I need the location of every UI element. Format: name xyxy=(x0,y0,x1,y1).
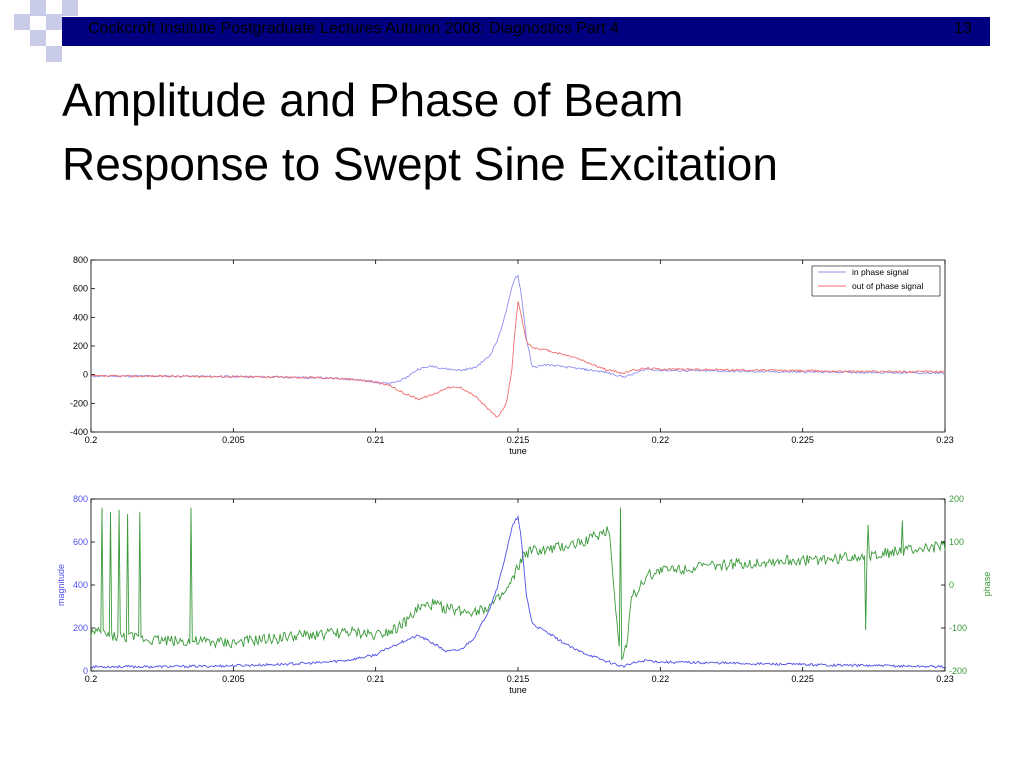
x-tick-label: 0.2 xyxy=(85,674,98,684)
y-tick-label: 400 xyxy=(73,312,88,322)
slide-title-line-1: Amplitude and Phase of Beam xyxy=(62,74,684,126)
y-tick-label: 200 xyxy=(73,623,88,633)
y-tick-label-right: 0 xyxy=(949,580,954,590)
logo-square xyxy=(46,14,62,30)
y-tick-label-right: -200 xyxy=(949,666,967,676)
x-tick-label: 0.23 xyxy=(936,435,954,445)
y-tick-label-right: 200 xyxy=(949,494,964,504)
x-tick-label: 0.21 xyxy=(367,435,385,445)
y-tick-label-right: -100 xyxy=(949,623,967,633)
legend-label: out of phase signal xyxy=(852,281,923,291)
y-tick-label: 600 xyxy=(73,537,88,547)
bottom-plot-frame xyxy=(90,498,946,672)
slide-title: Amplitude and Phase of Beam Response to … xyxy=(62,68,992,196)
header-title: Cockcroft Institute Postgraduate Lecture… xyxy=(88,20,619,37)
x-tick-label: 0.225 xyxy=(791,674,814,684)
y-tick-label: 600 xyxy=(73,284,88,294)
y-axis-label-right: phase xyxy=(982,572,992,597)
y-tick-label: 0 xyxy=(83,370,88,380)
y-tick-label: 800 xyxy=(73,494,88,504)
logo-square xyxy=(14,14,30,30)
logo-square xyxy=(30,30,46,46)
series-line-phase xyxy=(90,507,946,661)
y-tick-label: -400 xyxy=(70,427,88,437)
x-axis-label: tune xyxy=(509,446,527,456)
y-tick-label: -200 xyxy=(70,398,88,408)
x-tick-label: 0.21 xyxy=(367,674,385,684)
logo-square xyxy=(62,0,78,16)
x-axis-label: tune xyxy=(509,685,527,695)
y-tick-label: 800 xyxy=(73,255,88,265)
x-tick-label: 0.215 xyxy=(507,435,530,445)
x-tick-label: 0.22 xyxy=(652,674,670,684)
slide-number: 13 xyxy=(954,20,972,37)
y-tick-label: 400 xyxy=(73,580,88,590)
x-tick-label: 0.215 xyxy=(507,674,530,684)
y-tick-label-right: 100 xyxy=(949,537,964,547)
y-tick-label: 0 xyxy=(83,666,88,676)
x-tick-label: 0.205 xyxy=(222,435,245,445)
series-line-magnitude xyxy=(90,514,946,669)
x-tick-label: 0.225 xyxy=(791,435,814,445)
header-bar xyxy=(62,17,990,46)
x-tick-label: 0.23 xyxy=(936,674,954,684)
x-tick-label: 0.2 xyxy=(85,435,98,445)
y-tick-label: 200 xyxy=(73,341,88,351)
legend-label: in phase signal xyxy=(852,267,909,277)
slide-title-line-2: Response to Swept Sine Excitation xyxy=(62,138,778,190)
x-tick-label: 0.22 xyxy=(652,435,670,445)
top-plot-frame xyxy=(90,259,946,433)
legend-box xyxy=(811,265,941,297)
x-tick-label: 0.205 xyxy=(222,674,245,684)
series-line-out-of-phase xyxy=(90,301,946,418)
logo-square xyxy=(30,0,46,16)
logo-square xyxy=(46,46,62,62)
y-axis-label-left: magnitude xyxy=(56,564,66,606)
